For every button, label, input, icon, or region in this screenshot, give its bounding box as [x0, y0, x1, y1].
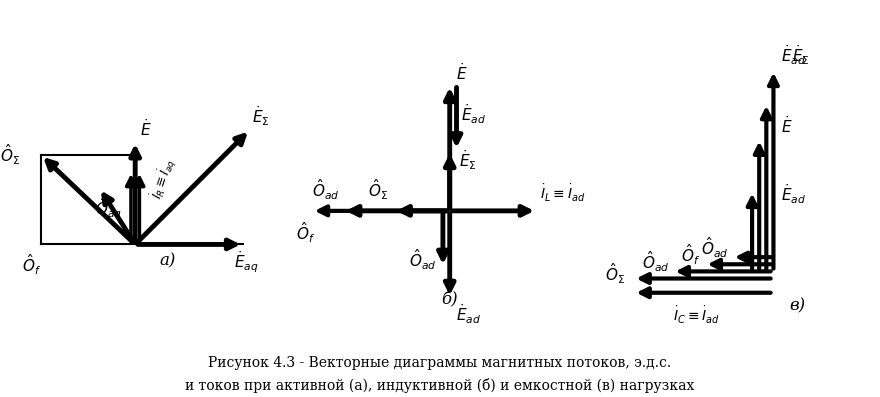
Text: $\dot{E}_{ad}$: $\dot{E}_{ad}$ [781, 44, 806, 67]
Text: $\dot{E}$: $\dot{E}$ [140, 118, 151, 139]
Text: $\dot{E}_{aq}$: $\dot{E}_{aq}$ [234, 249, 259, 275]
Text: $\hat{O}_\Sigma$: $\hat{O}_\Sigma$ [0, 143, 20, 168]
Text: $\dot{E}$: $\dot{E}$ [781, 115, 792, 136]
Text: $\dot{E}$: $\dot{E}$ [456, 62, 467, 83]
Text: $\hat{O}_{ad}$: $\hat{O}_{ad}$ [700, 235, 729, 260]
Text: $\hat{O}_f$: $\hat{O}_f$ [680, 243, 700, 267]
Text: $\hat{O}_{ad}$: $\hat{O}_{ad}$ [642, 250, 669, 274]
Text: $\dot{I}_C \equiv \dot{I}_{ad}$: $\dot{I}_C \equiv \dot{I}_{ad}$ [673, 304, 720, 326]
Text: $\hat{O}_{ad}$: $\hat{O}_{ad}$ [312, 177, 339, 202]
Text: $\hat{O}_\Sigma$: $\hat{O}_\Sigma$ [369, 177, 389, 202]
Text: $\hat{O}_{aq}$: $\hat{O}_{aq}$ [95, 195, 122, 222]
Text: $\dot{I}_R \equiv \dot{I}_{aq}$: $\dot{I}_R \equiv \dot{I}_{aq}$ [148, 156, 180, 202]
Text: $\dot{E}_{ad}$: $\dot{E}_{ad}$ [781, 183, 806, 206]
Text: а): а) [160, 252, 176, 269]
Text: $\dot{I}_L \equiv \dot{I}_{ad}$: $\dot{I}_L \equiv \dot{I}_{ad}$ [540, 183, 585, 204]
Text: $\dot{E}_\Sigma$: $\dot{E}_\Sigma$ [459, 148, 477, 172]
Text: $\dot{E}_\Sigma$: $\dot{E}_\Sigma$ [792, 44, 810, 67]
Text: $\dot{E}_{ad}$: $\dot{E}_{ad}$ [461, 102, 487, 125]
Text: Рисунок 4.3 - Векторные диаграммы магнитных потоков, э.д.с.
и токов при активной: Рисунок 4.3 - Векторные диаграммы магнит… [186, 356, 694, 393]
Text: $\hat{O}_f$: $\hat{O}_f$ [297, 221, 316, 245]
Text: $\dot{E}_\Sigma$: $\dot{E}_\Sigma$ [252, 104, 269, 128]
Text: $\hat{O}_f$: $\hat{O}_f$ [22, 252, 41, 277]
Text: $\hat{O}_\Sigma$: $\hat{O}_\Sigma$ [605, 262, 625, 286]
Text: в): в) [789, 297, 805, 314]
Text: $\hat{O}_{ad}$: $\hat{O}_{ad}$ [408, 247, 436, 272]
Text: б): б) [442, 291, 458, 308]
Text: $\dot{E}_{ad}$: $\dot{E}_{ad}$ [456, 302, 480, 326]
